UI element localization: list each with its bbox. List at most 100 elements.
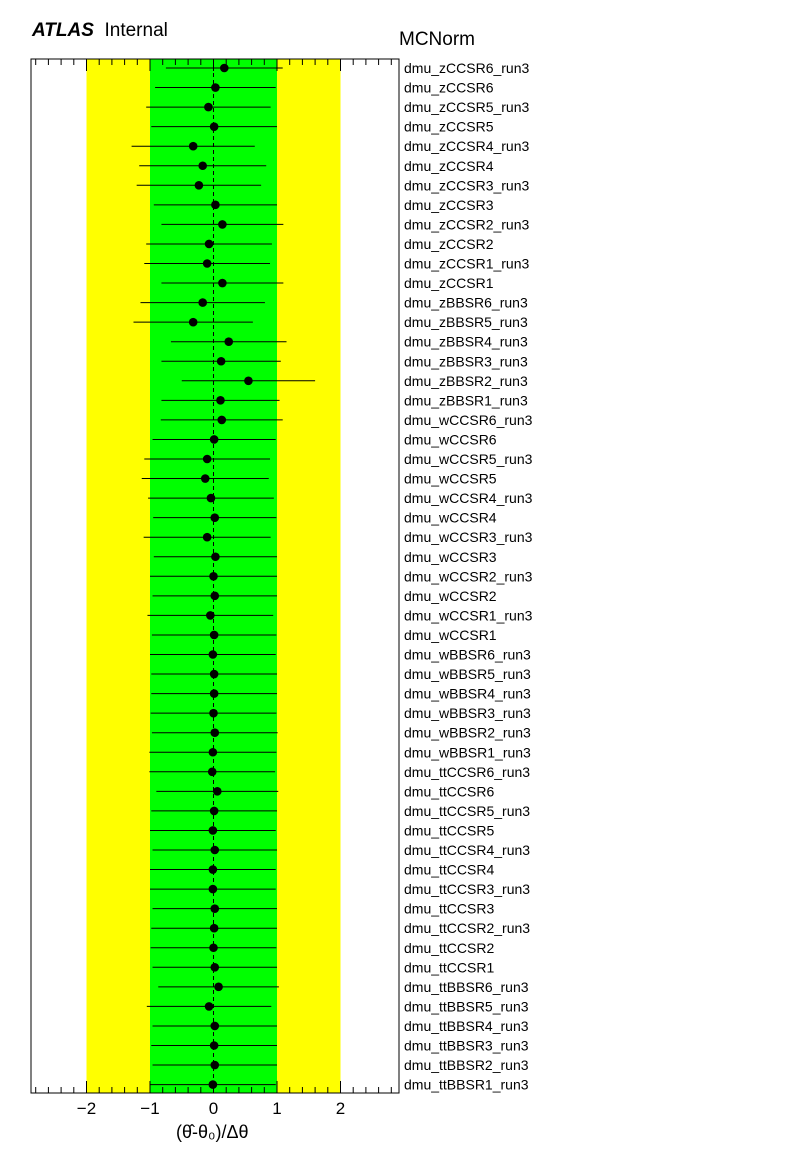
pull-marker	[198, 161, 208, 171]
plot-border	[30, 58, 400, 1094]
parameter-label: dmu_zCCSR5	[404, 119, 494, 135]
pull-marker	[202, 259, 212, 268]
pull-marker	[208, 1080, 218, 1089]
parameter-label: dmu_zBBSR2_run3	[404, 373, 528, 389]
parameter-label: dmu_wCCSR3_run3	[404, 529, 533, 545]
parameter-label: dmu_zCCSR6	[404, 80, 494, 96]
parameter-label: dmu_wCCSR5	[404, 471, 497, 487]
experiment-name: ATLAS	[32, 20, 94, 41]
parameter-label: dmu_ttBBSR2_run3	[404, 1057, 529, 1073]
pull-marker	[209, 1041, 219, 1050]
parameter-label: dmu_zCCSR3_run3	[404, 177, 529, 193]
pull-marker	[204, 102, 213, 112]
pull-marker	[217, 415, 227, 425]
parameter-label: dmu_wCCSR6_run3	[404, 412, 533, 428]
pull-marker	[210, 591, 220, 601]
pull-marker	[209, 923, 219, 933]
x-tick-label: 0	[209, 1099, 218, 1118]
parameter-label: dmu_zCCSR2_run3	[404, 216, 529, 232]
pull-marker	[202, 532, 212, 542]
x-tick-label: 2	[336, 1099, 345, 1118]
pull-marker	[211, 200, 220, 210]
pull-marker	[210, 963, 220, 972]
status-label: Internal	[104, 20, 168, 41]
pull-marker	[206, 611, 215, 620]
fit-name: MCNorm	[399, 29, 475, 50]
pull-marker	[209, 943, 218, 953]
pull-marker	[209, 122, 219, 131]
parameter-label: dmu_ttBBSR5_run3	[404, 998, 529, 1014]
x-axis-label: (θ̂-θ₀)/Δθ	[176, 1122, 249, 1142]
pull-markers	[188, 63, 253, 1089]
pull-marker	[208, 826, 218, 835]
parameter-label: dmu_ttBBSR4_run3	[404, 1018, 529, 1034]
pull-marker	[188, 141, 198, 151]
pull-marker	[219, 63, 229, 73]
parameter-label: dmu_wCCSR2	[404, 588, 497, 604]
parameter-label: dmu_zBBSR5_run3	[404, 314, 528, 330]
parameter-label: dmu_zBBSR4_run3	[404, 334, 528, 350]
pull-marker	[210, 513, 220, 522]
pull-marker	[209, 572, 218, 581]
pull-marker	[208, 884, 218, 894]
parameter-label: dmu_ttCCSR3_run3	[404, 881, 530, 897]
plot-frame	[30, 58, 400, 1094]
parameter-label: dmu_zCCSR4_run3	[404, 138, 529, 154]
pull-marker	[207, 767, 217, 777]
parameter-label: dmu_ttCCSR2	[404, 940, 494, 956]
pull-marker	[204, 239, 214, 249]
pull-marker	[208, 650, 218, 659]
parameter-label: dmu_ttBBSR6_run3	[404, 979, 529, 995]
parameter-label: dmu_wBBSR2_run3	[404, 725, 531, 741]
x-tick-label: −1	[140, 1099, 159, 1118]
pull-marker	[214, 982, 223, 992]
pull-marker	[209, 806, 219, 816]
parameter-label: dmu_ttCCSR4_run3	[404, 842, 530, 858]
parameter-label: dmu_ttCCSR5	[404, 822, 494, 838]
pull-marker	[244, 376, 253, 386]
parameter-label: dmu_wCCSR3	[404, 549, 497, 565]
pull-marker	[206, 493, 216, 503]
parameter-labels: dmu_zCCSR6_run3 dmu_zCCSR6 dmu_zCCSR5_run3…	[404, 60, 533, 1093]
pull-marker	[209, 708, 218, 718]
pull-marker	[208, 747, 218, 757]
parameter-label: dmu_zCCSR4	[404, 158, 494, 174]
parameter-label: dmu_wCCSR2_run3	[404, 568, 533, 584]
pull-marker	[188, 317, 198, 327]
parameter-label: dmu_wBBSR3_run3	[404, 705, 531, 721]
x-tick-labels: −2 −1 0 1 2	[77, 1099, 345, 1118]
parameter-label: dmu_ttCCSR4	[404, 862, 494, 878]
parameter-label: dmu_zCCSR5_run3	[404, 99, 529, 115]
parameter-label: dmu_zCCSR6_run3	[404, 60, 529, 76]
parameter-label: dmu_ttCCSR1	[404, 959, 494, 975]
pull-marker	[208, 865, 218, 874]
pull-marker	[211, 552, 220, 562]
pull-marker	[210, 728, 220, 737]
parameter-label: dmu_wBBSR6_run3	[404, 647, 531, 663]
parameter-label: dmu_wCCSR1_run3	[404, 607, 533, 623]
pull-marker	[209, 689, 219, 698]
pull-marker	[218, 278, 227, 288]
parameter-label: dmu_zBBSR6_run3	[404, 295, 528, 311]
parameter-label: dmu_wCCSR6	[404, 431, 497, 447]
parameter-label: dmu_wCCSR5_run3	[404, 451, 533, 467]
parameter-label: dmu_wBBSR4_run3	[404, 686, 531, 702]
pull-marker	[218, 220, 227, 229]
parameter-label: dmu_ttCCSR6_run3	[404, 764, 530, 780]
x-tick-label: −2	[77, 1099, 96, 1118]
pull-marker	[209, 669, 219, 679]
pull-marker	[210, 845, 220, 855]
x-tick-label: 1	[272, 1099, 281, 1118]
pull-marker	[210, 1060, 220, 1070]
parameter-label: dmu_wCCSR4	[404, 510, 497, 526]
parameter-label: dmu_wBBSR1_run3	[404, 744, 531, 760]
parameter-label: dmu_ttCCSR6	[404, 783, 494, 799]
parameter-label: dmu_zCCSR3	[404, 197, 494, 213]
pull-marker	[224, 337, 234, 347]
parameter-label: dmu_ttCCSR2_run3	[404, 920, 530, 936]
pull-marker	[216, 396, 225, 405]
parameter-label: dmu_wCCSR4_run3	[404, 490, 533, 506]
axis-ticks	[35, 59, 392, 1093]
parameter-label: dmu_ttCCSR3	[404, 901, 494, 917]
